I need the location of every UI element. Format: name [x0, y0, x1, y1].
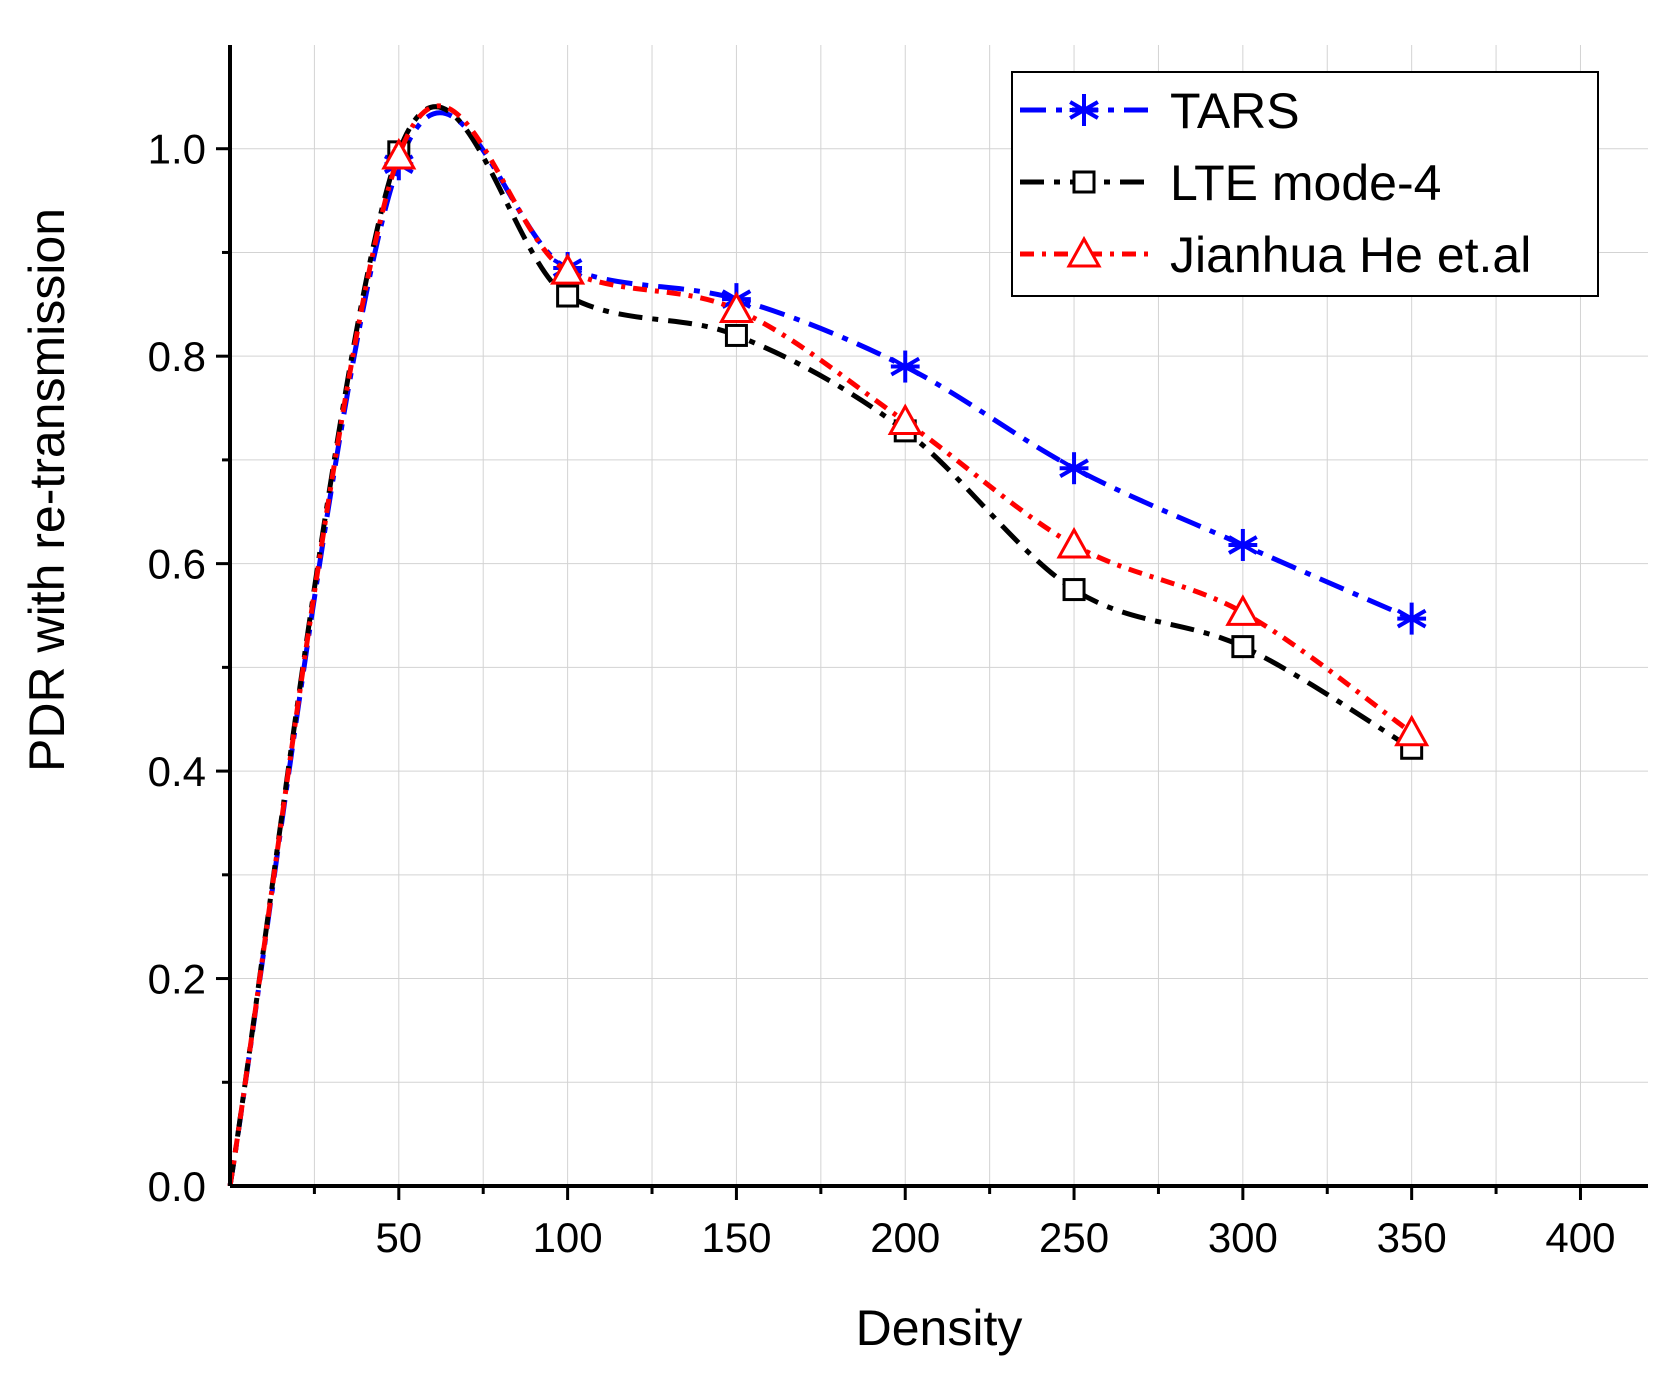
- x-tick-label: 200: [870, 1214, 940, 1261]
- data-point: [1062, 578, 1086, 602]
- legend-item: LTE mode-4: [1020, 155, 1441, 211]
- data-point: [724, 323, 748, 347]
- series-tars: [227, 110, 1427, 1187]
- y-tick-label: 0.2: [148, 956, 206, 1003]
- x-tick-label: 150: [701, 1214, 771, 1261]
- legend: TARS LTE mode-4 Jianhua He et.al: [1011, 71, 1599, 297]
- series-line: [227, 104, 1413, 1187]
- x-tick-label: 250: [1039, 1214, 1109, 1261]
- legend-item: Jianhua He et.al: [1020, 227, 1531, 283]
- data-point: [1396, 602, 1427, 635]
- x-tick-label: 300: [1208, 1214, 1278, 1261]
- data-point: [1394, 714, 1430, 747]
- x-tick-label: 100: [533, 1214, 603, 1261]
- data-point: [1228, 528, 1258, 561]
- data-point: [550, 253, 586, 285]
- data-point: [556, 284, 580, 308]
- series-layer: [227, 103, 1430, 1187]
- x-tick-label: 400: [1545, 1214, 1615, 1261]
- legend-label: TARS: [1170, 83, 1300, 139]
- x-axis-title: Density: [856, 1300, 1023, 1356]
- data-point: [1056, 526, 1092, 559]
- y-tick-label: 0.6: [148, 541, 206, 588]
- y-tick-label: 0.0: [148, 1163, 206, 1210]
- data-point: [1225, 594, 1261, 626]
- y-tick-label: 0.8: [148, 333, 206, 380]
- legend-item: TARS: [1020, 83, 1300, 139]
- y-axis-title: PDR with re-transmission: [19, 208, 75, 772]
- y-tick-label: 1.0: [148, 126, 206, 173]
- x-tick-label: 50: [375, 1214, 422, 1261]
- ticks: 50 100 150 200 250 300 350 400 0.0 0.2 0.4 0.6 0.8 1.…: [148, 126, 1616, 1261]
- data-point: [1059, 452, 1089, 485]
- legend-label: Jianhua He et.al: [1170, 227, 1531, 283]
- series-line: [227, 110, 1413, 1187]
- data-point: [890, 350, 921, 383]
- y-tick-label: 0.4: [148, 748, 206, 795]
- data-point: [887, 403, 923, 436]
- series-jianhua-he-et-al: [227, 103, 1430, 1187]
- legend-label: LTE mode-4: [1170, 155, 1441, 211]
- legend-marker: [1072, 170, 1096, 194]
- legend-marker: [1069, 94, 1099, 126]
- legend-marker: [1066, 235, 1102, 268]
- x-tick-label: 350: [1377, 1214, 1447, 1261]
- data-point: [1231, 635, 1255, 659]
- data-point: [381, 137, 417, 170]
- data-point: [718, 291, 754, 324]
